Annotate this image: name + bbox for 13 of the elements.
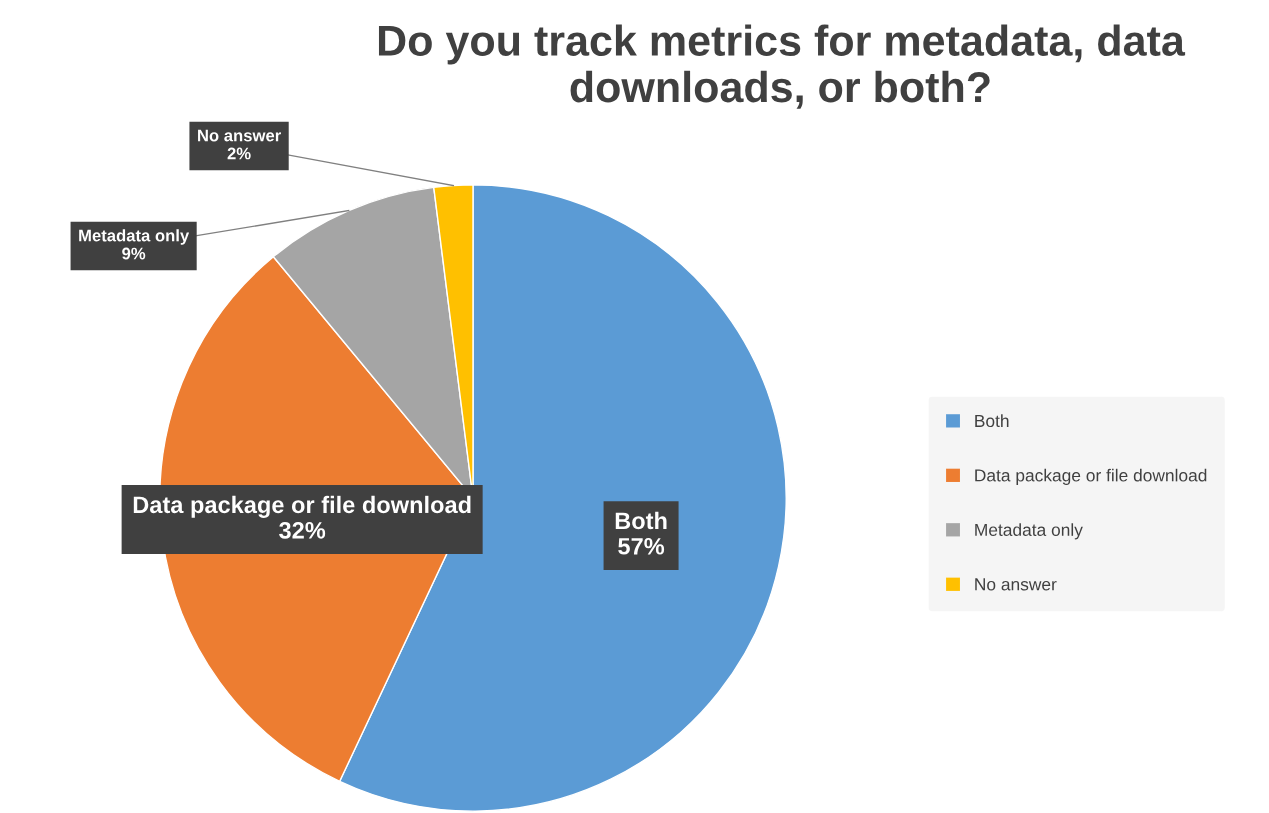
legend-label: Both [975,414,1009,428]
data-label: 57% [618,537,665,555]
slice-label: Metadata only [79,229,190,245]
slice-label: Data package or file download [133,495,471,518]
chart-title: Do you track metrics for metadata, data downloads, or both? [378,24,1186,109]
slice-label: Both [615,511,667,530]
data-label: 32% [279,521,326,539]
slice-label: No answer [198,129,281,142]
legend-label: Metadata only [975,523,1083,540]
legend-label: No answer [975,578,1057,591]
data-label: 2% [227,147,251,160]
legend-label: Data package or file download [975,468,1207,485]
data-label: 9% [122,247,146,260]
